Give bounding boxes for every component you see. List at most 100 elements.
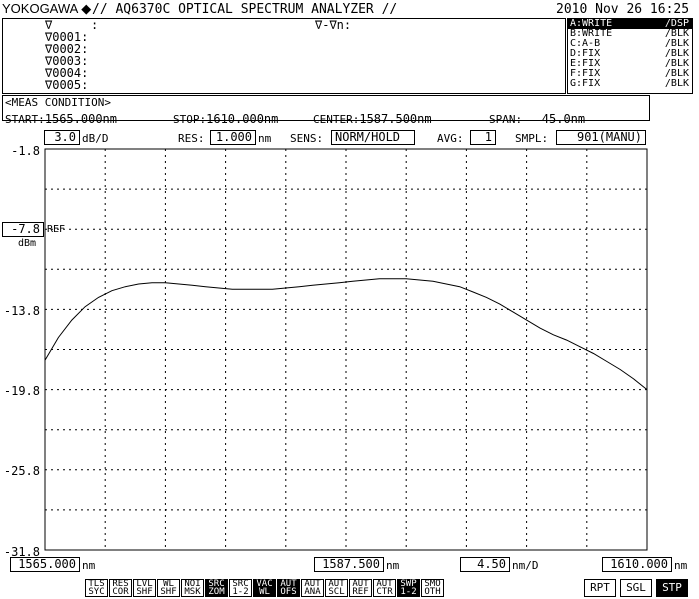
sens-value[interactable]: NORM/HOLD	[331, 130, 415, 145]
button-label-top: AUT	[352, 579, 369, 589]
trace-item-c[interactable]: C:A-B/BLK	[570, 38, 689, 49]
stop-wavelength-value[interactable]: 1610.000	[602, 557, 672, 572]
trace-a-line	[44, 278, 648, 390]
button-label-bottom: SCL	[328, 587, 345, 597]
button-label-top: NOI	[184, 579, 201, 589]
button-label-top: AUT	[328, 579, 345, 589]
avg-value[interactable]: 1	[470, 130, 496, 145]
function-button-res-cor[interactable]: RES COR	[109, 579, 132, 597]
button-label-top: AUT	[304, 579, 321, 589]
start-wavelength-unit: nm	[82, 559, 96, 572]
trace-item-e[interactable]: E:FIX/BLK	[570, 58, 689, 69]
button-label-bottom: ZOM	[208, 587, 225, 597]
function-button-smo-oth[interactable]: SMO OTH	[421, 579, 444, 597]
trace-list[interactable]: A:WRITE/DSP B:WRITE/BLK C:A-B/BLK D:FIX /…	[567, 18, 693, 94]
avg-label: AVG:	[437, 132, 464, 145]
button-label-bottom: SYC	[88, 587, 105, 597]
button-label-bottom: MSK	[184, 587, 201, 597]
function-button-tls-syc[interactable]: TLS SYC	[85, 579, 108, 597]
button-label-top: SRC	[208, 579, 225, 589]
res-value[interactable]: 1.000	[210, 130, 256, 145]
trace-item-g[interactable]: G:FIX/BLK	[570, 78, 689, 89]
button-label-bottom: CTR	[376, 587, 393, 597]
repeat-sweep-button[interactable]: RPT	[584, 579, 616, 597]
function-button-swp-1-2[interactable]: SWP 1-2	[397, 579, 420, 597]
center-wavelength-value[interactable]: 1587.500	[314, 557, 384, 572]
button-label-bottom: REF	[352, 587, 369, 597]
button-label-bottom: SHF	[160, 587, 177, 597]
brand-logo: YOKOGAWA ◆	[2, 2, 91, 16]
ref-level-value[interactable]: -7.8	[2, 222, 44, 237]
button-label-top: TLS	[88, 579, 105, 589]
trace-item-a[interactable]: A:WRITE/DSP	[568, 19, 692, 29]
button-label-top: AUT	[280, 579, 297, 589]
smpl-label: SMPL:	[515, 132, 549, 145]
brand-name: YOKOGAWA	[2, 1, 78, 16]
button-label-bottom: 1-2	[400, 587, 417, 597]
function-button-aut-ref[interactable]: AUT REF	[349, 579, 372, 597]
button-label-bottom: WL	[259, 587, 270, 597]
res-unit: nm	[258, 132, 272, 145]
single-sweep-button[interactable]: SGL	[620, 579, 652, 597]
ref-label: REF	[47, 224, 66, 235]
center-wavelength-unit: nm	[386, 559, 400, 572]
trace-item-f[interactable]: F:FIX/BLK	[570, 68, 689, 79]
function-button-noi-msk[interactable]: NOI MSK	[181, 579, 204, 597]
stop-condition: STOP:1610.000nm	[173, 112, 279, 126]
function-button-src-zom[interactable]: SRC ZOM	[205, 579, 228, 597]
button-label-top: LVL	[136, 579, 153, 589]
function-button-aut-ofs[interactable]: AUT OFS	[277, 579, 300, 597]
function-button-src-1-2[interactable]: SRC 1-2	[229, 579, 252, 597]
span-condition: SPAN: 45.0nm	[489, 112, 586, 126]
marker-line: ∇	[45, 18, 53, 32]
start-wavelength-value[interactable]: 1565.000	[10, 557, 80, 572]
res-label: RES:	[178, 132, 205, 145]
trace-item-b[interactable]: B:WRITE/BLK	[570, 28, 689, 39]
trace-item-d[interactable]: D:FIX/BLK	[570, 48, 689, 59]
span-per-div-value[interactable]: 4.50	[460, 557, 510, 572]
button-label-top: SMO	[424, 579, 441, 589]
y-tick-label: -19.8	[3, 384, 40, 398]
button-label-bottom: COR	[112, 587, 129, 597]
y-tick-label: -25.8	[3, 464, 40, 478]
button-label-bottom: OFS	[280, 587, 297, 597]
plot-grid	[45, 149, 647, 550]
function-button-lvl-shf[interactable]: LVL SHF	[133, 579, 156, 597]
y-tick-label: -31.8	[3, 545, 40, 559]
smpl-value[interactable]: 901(MANU)	[556, 130, 646, 145]
stop-wavelength-unit: nm	[674, 559, 688, 572]
function-button-aut-ctr[interactable]: AUT CTR	[373, 579, 396, 597]
button-label-top: RES	[112, 579, 129, 589]
delta-marker-label: ∇-∇n:	[315, 18, 352, 32]
y-tick-label: -1.8	[11, 144, 40, 158]
button-label-top: SRC	[232, 579, 249, 589]
plot-frame	[44, 148, 648, 551]
marker-line: ∇0005:	[45, 78, 89, 92]
marker-line: ∇0003:	[45, 54, 89, 68]
meas-condition-title: <MEAS CONDITION>	[5, 96, 111, 109]
scale-value[interactable]: 3.0	[44, 130, 80, 145]
stop-sweep-button[interactable]: STP	[656, 579, 688, 597]
function-button-aut-ana[interactable]: AUT ANA	[301, 579, 324, 597]
marker-line: ∇0002:	[45, 42, 89, 56]
button-label-top: SWP	[400, 579, 417, 589]
button-label-bottom: OTH	[424, 587, 441, 597]
function-button-aut-scl[interactable]: AUT SCL	[325, 579, 348, 597]
button-label-bottom: SHF	[136, 587, 153, 597]
function-button-vac-wl[interactable]: VAC WL	[253, 579, 276, 597]
button-label-bottom: 1-2	[232, 587, 249, 597]
instrument-title: // AQ6370C OPTICAL SPECTRUM ANALYZER //	[92, 2, 398, 17]
datetime: 2010 Nov 26 16:25	[556, 2, 690, 17]
button-label-top: WL	[163, 579, 174, 589]
center-condition: CENTER:1587.500nm	[313, 112, 432, 126]
function-button-wl-shf[interactable]: WL SHF	[157, 579, 180, 597]
button-label-top: VAC	[256, 579, 273, 589]
scale-unit: dB/D	[82, 132, 109, 145]
marker-line: ∇0004:	[45, 66, 89, 80]
marker-panel: ∇ ∇0001: ∇0002: ∇0003: ∇0004: ∇0005: : ∇…	[2, 18, 566, 94]
y-tick-label: -13.8	[3, 304, 40, 318]
button-label-bottom: ANA	[304, 587, 321, 597]
diamond-icon: ◆	[81, 1, 92, 16]
button-label-top: AUT	[376, 579, 393, 589]
